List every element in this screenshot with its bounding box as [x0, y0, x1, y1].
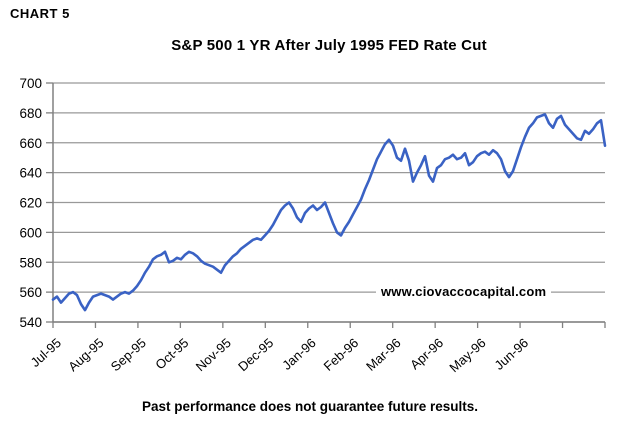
x-tick-label: May-96	[446, 335, 488, 375]
y-tick-label: 580	[19, 255, 42, 270]
y-tick-label: 540	[19, 315, 42, 330]
chart-title: S&P 500 1 YR After July 1995 FED Rate Cu…	[171, 37, 487, 54]
disclaimer-text: Past performance does not guarantee futu…	[141, 399, 479, 414]
y-tick-label: 680	[19, 106, 42, 121]
x-tick-label: Jun-96	[492, 335, 532, 373]
x-tick-label: Feb-96	[321, 335, 362, 374]
y-tick-label: 700	[19, 76, 42, 91]
chart-number-label: CHART 5	[10, 6, 70, 21]
sp500-series-line	[51, 113, 607, 312]
x-tick-label: Dec-95	[235, 335, 276, 374]
x-tick-label: Jan-96	[279, 335, 319, 373]
y-tick-label: 660	[19, 136, 42, 151]
y-tick-label: 560	[19, 285, 42, 300]
y-tick-label: 600	[19, 225, 42, 240]
x-tick-label: Jul-95	[28, 335, 64, 370]
x-tick-label: Nov-95	[193, 335, 234, 374]
x-tick-label: Aug-95	[65, 335, 106, 374]
x-tick-label: Mar-96	[363, 335, 404, 374]
x-tick-label: Apr-96	[407, 335, 446, 372]
y-tick-label: 620	[19, 196, 42, 211]
x-tick-label: Oct-95	[152, 335, 191, 372]
watermark-text: www.ciovaccocapital.com	[376, 284, 552, 299]
y-tick-label: 640	[19, 166, 42, 181]
x-tick-label: Sep-95	[108, 335, 149, 374]
